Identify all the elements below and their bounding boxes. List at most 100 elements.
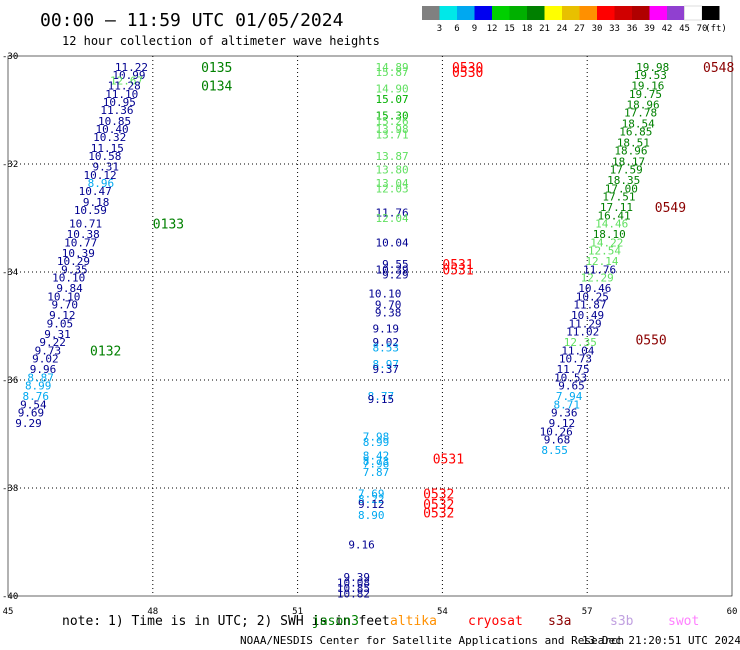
- time-label: 0530: [452, 61, 483, 76]
- wave-height-value: 7.96: [363, 458, 390, 471]
- timestamp-text: 13 Dec 21:20:51 UTC 2024: [582, 634, 740, 647]
- wave-height-value: 18.51: [617, 136, 650, 149]
- legend-tick-label: 6: [454, 24, 459, 34]
- chart-subtitle: 12 hour collection of altimeter wave hei…: [62, 34, 380, 48]
- wave-height-value: 9.70: [375, 298, 402, 311]
- y-tick-label: -34: [2, 268, 18, 278]
- wave-height-value: 11.36: [100, 104, 133, 117]
- satellite-label: swot: [668, 614, 699, 629]
- legend-swatch: [597, 6, 615, 20]
- wave-height-value: 11.76: [375, 207, 408, 220]
- wave-height-value: 9.70: [51, 298, 78, 311]
- wave-height-value: 16.41: [598, 209, 631, 222]
- legend-swatch: [474, 6, 492, 20]
- wave-height-value: 9.69: [18, 406, 45, 419]
- wave-height-value: 9.68: [544, 433, 571, 446]
- wave-height-value: 12.54: [588, 244, 621, 257]
- wave-height-value: 8.99: [363, 436, 390, 449]
- legend-tick-label: 15: [504, 24, 515, 34]
- time-label: 0531: [442, 258, 473, 273]
- legend-swatch: [649, 6, 667, 20]
- satellite-label: jason3: [312, 614, 359, 629]
- wave-height-value: 12.14: [585, 255, 618, 268]
- wave-height-value: 9.31: [44, 328, 71, 341]
- time-label: 0133: [153, 217, 184, 232]
- wave-height-value: 10.47: [79, 185, 112, 198]
- wave-height-value: 10.10: [368, 288, 401, 301]
- wave-height-value: 9.29: [382, 269, 409, 282]
- wave-height-value: 10.73: [559, 352, 592, 365]
- wave-height-value: 8.97: [372, 358, 399, 371]
- wave-height-value: 9.38: [375, 307, 402, 320]
- wave-height-value: 14.89: [375, 61, 408, 74]
- wave-height-value: 17.11: [600, 201, 633, 214]
- wave-height-value: 9.35: [61, 263, 88, 276]
- wave-height-value: 11.02: [566, 325, 599, 338]
- time-labels: 0135013401330132053005300531053105310532…: [90, 61, 734, 521]
- wave-height-value: 8.90: [358, 509, 385, 522]
- wave-height-value: 8.55: [541, 444, 568, 457]
- wave-height-value: 10.46: [578, 282, 611, 295]
- wave-height-value: 8.73: [363, 455, 390, 468]
- wave-height-value: 10.39: [62, 247, 95, 260]
- wave-height-value: 8.77: [368, 390, 395, 403]
- wave-height-value: 9.12: [358, 498, 385, 511]
- wave-height-value: 18.96: [614, 145, 647, 158]
- wave-height-value: 13.98: [375, 123, 408, 136]
- wave-height-value: 9.73: [35, 344, 62, 357]
- wave-height-value: 9.39: [344, 571, 371, 584]
- x-tick-label: 57: [582, 607, 593, 617]
- plot-frame: [7, 55, 733, 597]
- x-tick-label: 51: [292, 607, 303, 617]
- wave-height-value: 15.30: [375, 109, 408, 122]
- wave-height-value: 18.35: [607, 174, 640, 187]
- legend-tick-label: 45: [679, 24, 690, 34]
- legend-swatch: [562, 6, 580, 20]
- legend-tick-label: 70: [697, 24, 708, 34]
- wave-height-value: 10.71: [69, 217, 102, 230]
- wave-height-value: 18.54: [622, 118, 655, 131]
- legend-swatch: [667, 6, 685, 20]
- data-points: 11.2210.9912.6711.2811.1010.9511.3610.85…: [15, 61, 669, 600]
- wave-height-value: 11.22: [115, 61, 148, 74]
- wave-height-value: 11.10: [105, 88, 138, 101]
- wave-height-value: 9.12: [49, 309, 76, 322]
- satellite-label: s3b: [610, 614, 634, 629]
- time-label: 0532: [423, 487, 454, 502]
- wave-height-value: 15.87: [375, 66, 408, 79]
- wave-height-value: 14.22: [590, 236, 623, 249]
- satellite-label: altika: [390, 614, 437, 629]
- wave-height-value: 15.26: [375, 115, 408, 128]
- axis-ticks: 45 48 51 54 57 60 -30 -32 -34 -36 -38 -40: [2, 52, 737, 617]
- y-tick-label: -38: [2, 484, 18, 494]
- x-tick-label: 45: [3, 607, 14, 617]
- color-legend: 3 6 9 12 15 18 21 24 27 30 33 36 39 42 45 70(ft): [422, 5, 727, 34]
- wave-height-value: 8.99: [25, 379, 52, 392]
- wave-height-value: 11.04: [561, 344, 594, 357]
- legend-swatch: [439, 6, 457, 20]
- wave-height-value: 8.87: [27, 371, 54, 384]
- wave-height-value: 10.25: [576, 290, 609, 303]
- legend-tick-label: 33: [609, 24, 620, 34]
- wave-height-value: 12.35: [564, 336, 597, 349]
- wave-height-value: 10.77: [64, 236, 97, 249]
- wave-height-value: 10.82: [337, 587, 370, 600]
- wave-height-value: 10.29: [57, 255, 90, 268]
- legend-swatch: [632, 6, 650, 20]
- time-label: 0135: [201, 61, 232, 76]
- wave-height-value: 9.19: [372, 323, 399, 336]
- wave-height-value: 9.29: [15, 417, 42, 430]
- wave-height-value: 12.03: [375, 182, 408, 195]
- wave-height-value: 13.80: [375, 163, 408, 176]
- wave-height-value: 7.69: [358, 487, 385, 500]
- wave-height-value: 8.76: [23, 390, 50, 403]
- wave-height-value: 9.22: [39, 336, 66, 349]
- wave-height-value: 13.04: [375, 177, 408, 190]
- wave-height-value: 10.59: [74, 204, 107, 217]
- legend-tick-label: 12: [487, 24, 498, 34]
- x-tick-label: 48: [147, 607, 158, 617]
- credit-text: NOAA/NESDIS Center for Satellite Applica…: [240, 634, 624, 647]
- wave-height-value: 10.40: [96, 123, 129, 136]
- wave-height-value: 9.55: [382, 258, 409, 271]
- legend-tick-label: 27: [574, 24, 585, 34]
